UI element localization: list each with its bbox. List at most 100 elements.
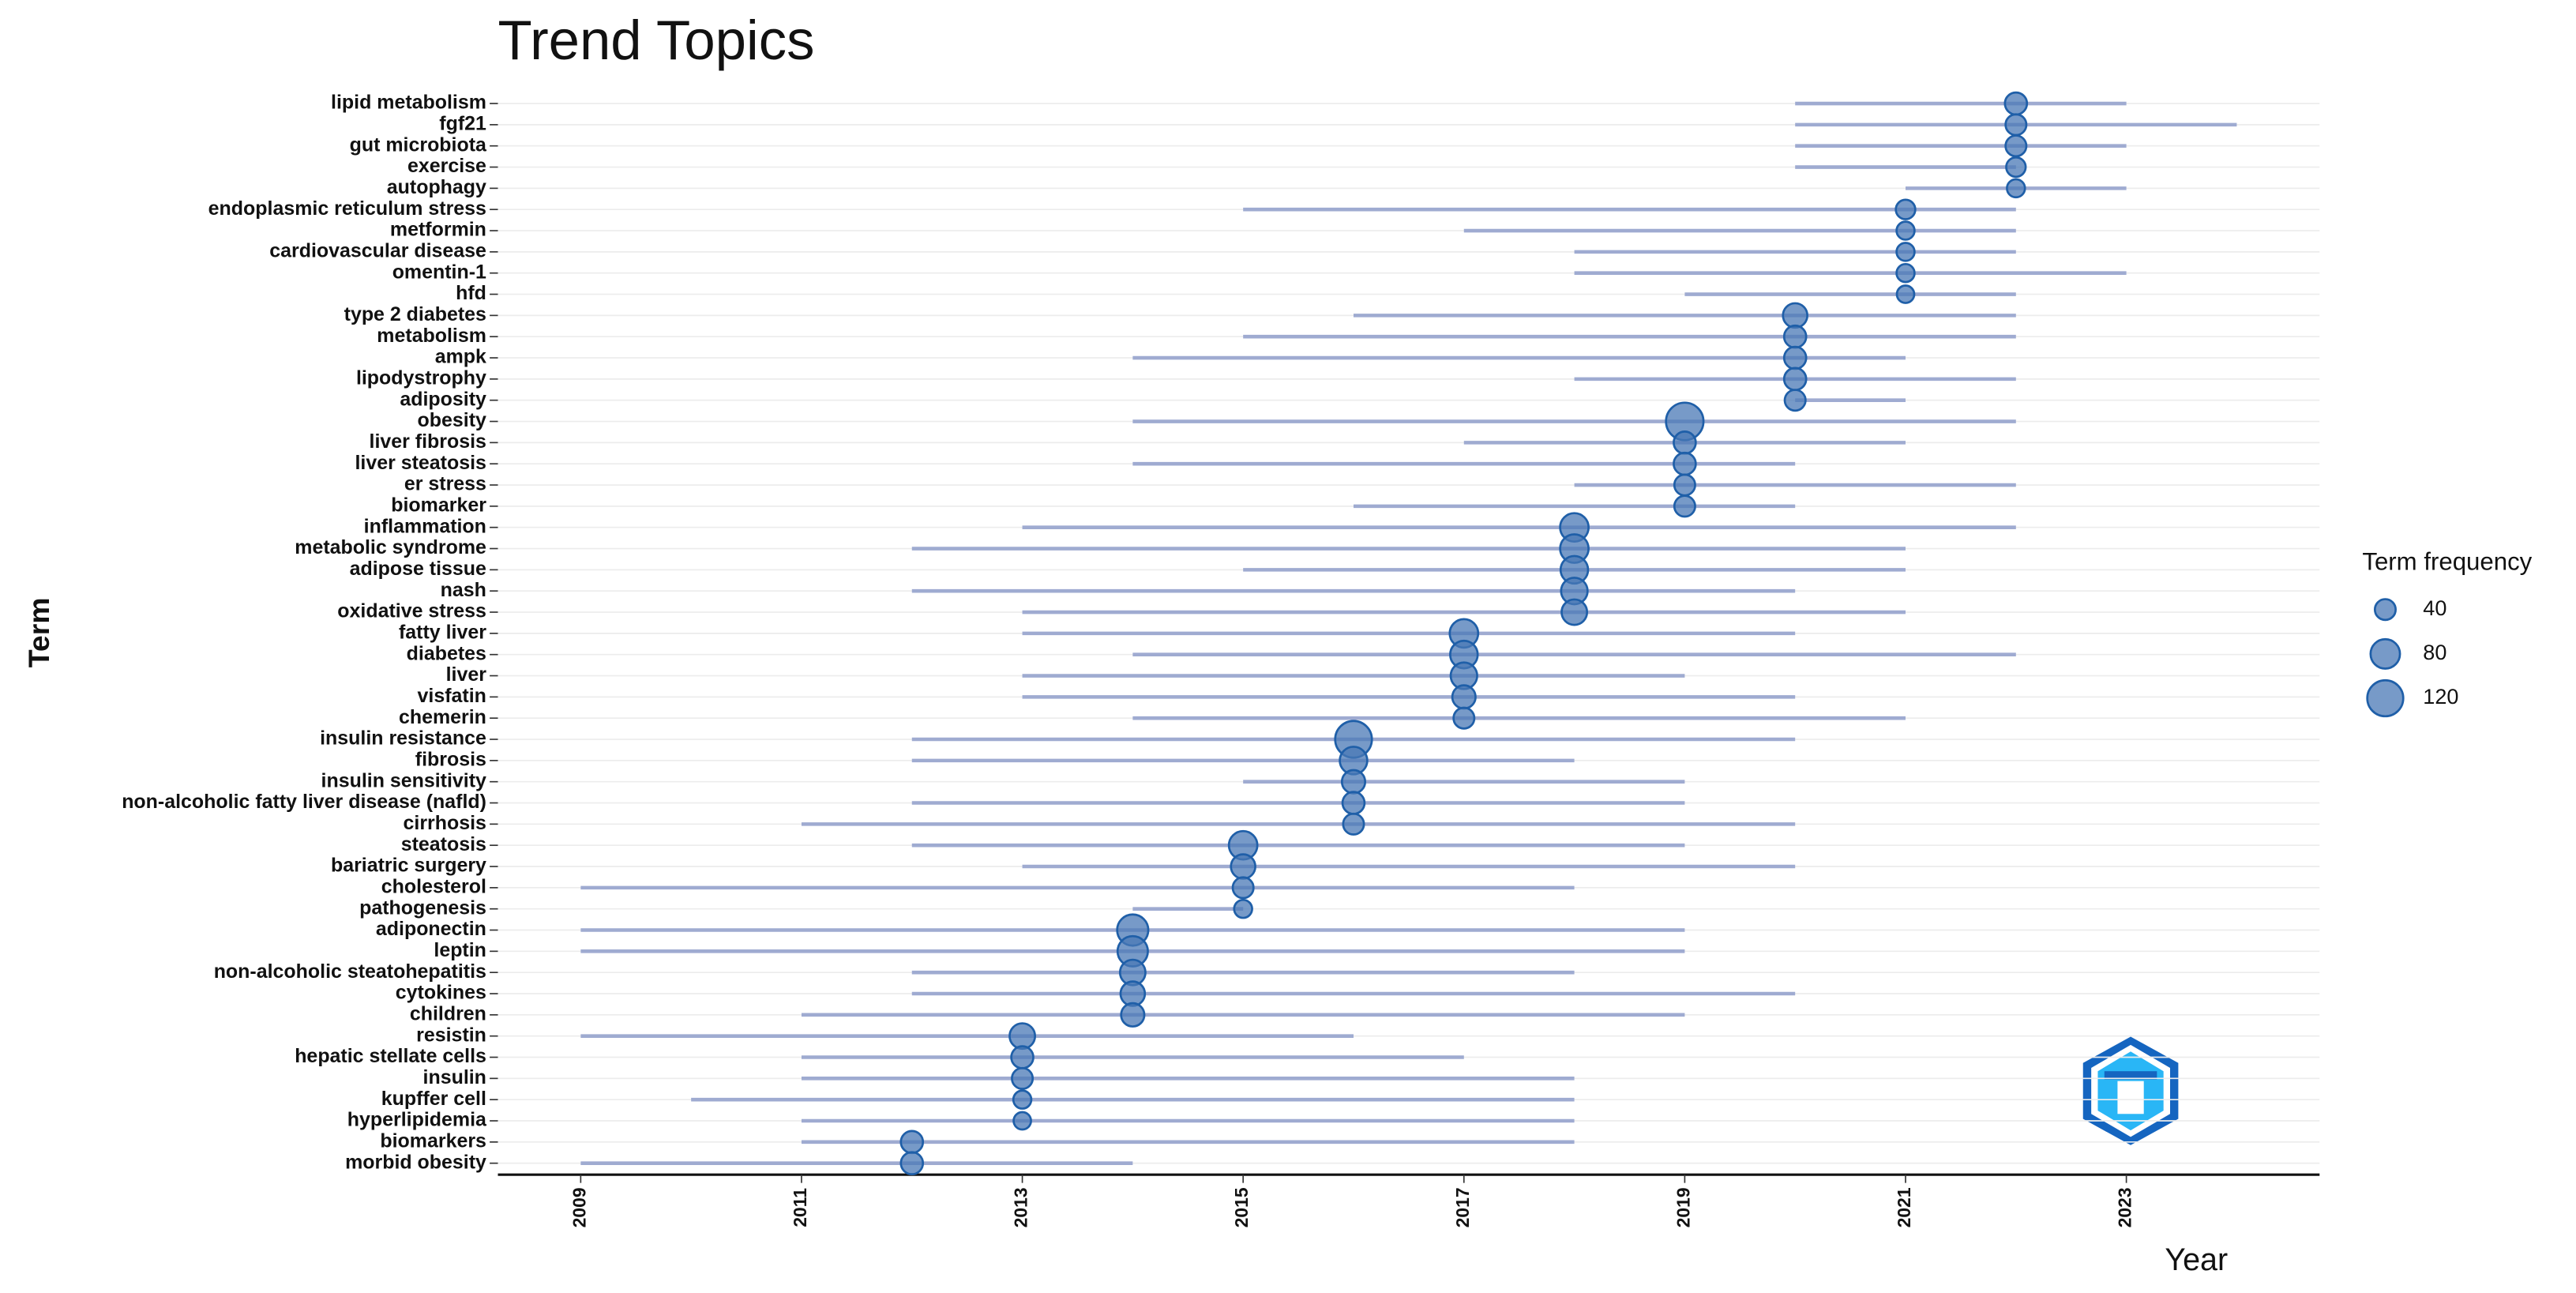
median-dot [1782,302,1808,329]
median-dot [2006,178,2026,199]
x-tick-label: 2019 [1673,1187,1693,1227]
y-tick-label: lipodystrophy [356,366,486,389]
y-tick-label: inflammation [364,515,486,537]
x-tick-label: 2009 [569,1187,589,1227]
y-tick-label: er stress [404,473,486,495]
y-tick-label: kupffer cell [381,1088,486,1110]
median-dot [1895,242,1916,262]
y-tick-label: diabetes [407,642,486,664]
y-tick-label: cirrhosis [404,812,486,834]
x-tick-label: 2017 [1452,1187,1473,1227]
y-tick-label: cardiovascular disease [269,239,486,261]
y-tick-label: fatty liver [399,621,486,643]
y-tick-label: lipid metabolism [331,92,486,114]
legend-label: 80 [2423,641,2446,664]
y-tick-label: adiponectin [376,918,486,940]
y-tick-label: fgf21 [439,112,486,134]
y-tick-label: steatosis [401,833,486,855]
y-tick-label: leptin [434,939,486,961]
median-dot [2004,134,2028,158]
median-dot [1342,812,1365,836]
legend-dot [2366,678,2405,718]
y-tick-label: hfd [456,282,486,304]
median-dot [1340,769,1367,795]
x-tick-label: 2013 [1011,1187,1031,1227]
y-tick-label: oxidative stress [337,600,486,622]
y-tick-label: liver steatosis [355,452,486,474]
legend-label: 40 [2423,596,2446,620]
y-tick-label: cholesterol [381,875,486,897]
chart-title: Trend Topics [498,9,814,71]
median-dot [1560,598,1589,626]
y-tick-label: nash [441,579,486,601]
legend-label: 120 [2423,685,2458,709]
legend-dot [2369,637,2401,670]
median-dot [1782,345,1808,370]
median-dot [1341,791,1366,815]
median-dot [1895,284,1916,304]
median-dot [1895,262,1916,284]
y-tick-label: children [410,1002,486,1024]
y-tick-label: metabolism [377,325,486,347]
x-tick-label: 2021 [1894,1187,1914,1227]
y-tick-label: bariatric surgery [331,855,486,877]
y-tick-label: non-alcoholic fatty liver disease (nafld… [122,791,486,813]
y-tick-label: adiposity [400,388,486,410]
y-tick-label: liver [446,663,487,686]
y-tick-label: autophagy [387,176,486,198]
median-dot [2003,91,2029,116]
median-dot [1895,220,1916,241]
median-dot [1894,198,1917,220]
y-tick-label: metabolic syndrome [295,536,486,558]
median-dot [1011,1066,1035,1090]
y-tick-label: pathogenesis [359,896,486,919]
median-dot [1673,473,1696,497]
legend-title: Term frequency [2362,548,2532,576]
y-tick-label: metformin [390,219,486,241]
y-tick-label: obesity [418,409,486,431]
median-dot [1452,706,1476,730]
median-dot [1230,853,1256,880]
y-tick-label: liver fibrosis [370,430,486,453]
y-tick-label: resistin [416,1024,486,1046]
y-tick-label: fibrosis [415,748,486,770]
y-tick-label: omentin-1 [392,261,486,283]
y-tick-label: cytokines [396,982,486,1004]
y-tick-label: hyperlipidemia [347,1109,487,1131]
median-dot [1233,898,1253,919]
median-dot [899,1151,925,1175]
x-tick-label: 2023 [2115,1187,2135,1227]
median-dot [2005,156,2027,179]
median-dot [1782,366,1808,392]
legend-dot [2373,598,2397,622]
y-tick-label: adipose tissue [350,558,486,580]
y-tick-label: visfatin [418,685,486,707]
median-dot [1673,451,1697,476]
median-dot [1231,876,1255,900]
median-dot [1783,389,1807,412]
median-dot [1012,1111,1032,1131]
y-tick-label: gut microbiota [350,133,487,156]
median-dot [1673,494,1696,518]
y-tick-label: morbid obesity [345,1151,486,1173]
x-tick-label: 2015 [1231,1187,1252,1227]
median-dot [1120,1002,1146,1028]
y-tick-label: type 2 diabetes [344,303,486,325]
x-axis-title: Year [2165,1242,2228,1277]
median-dot [1673,430,1697,455]
median-dot [1782,324,1808,349]
y-tick-label: endoplasmic reticulum stress [208,197,486,220]
y-tick-label: biomarker [391,494,486,516]
x-tick-label: 2011 [790,1188,810,1227]
y-tick-label: ampk [435,346,486,368]
median-dot [1010,1045,1035,1069]
y-axis-title: Term [22,597,55,667]
median-dot [2004,113,2028,137]
y-tick-label: insulin resistance [320,727,486,750]
median-dot [1008,1022,1037,1051]
y-tick-label: non-alcoholic steatohepatitis [214,960,486,983]
y-tick-label: insulin sensitivity [321,769,487,791]
y-tick-label: chemerin [399,706,486,728]
